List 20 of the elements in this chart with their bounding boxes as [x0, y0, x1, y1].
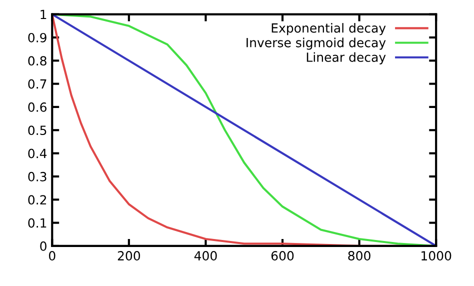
- y-tick-label: 0.6: [28, 102, 46, 112]
- y-tick-label: 0.5: [28, 126, 46, 136]
- x-tick-label: 400: [194, 251, 217, 260]
- legend-label: Exponential decay: [272, 23, 386, 36]
- y-tick-label: 0.4: [28, 148, 47, 158]
- y-tick-label: 0: [40, 241, 46, 251]
- y-tick-label: 1: [40, 10, 46, 20]
- x-tick-label: 200: [118, 251, 140, 260]
- y-tick-label: 0.3: [28, 172, 46, 182]
- x-tick-label: 1000: [422, 251, 452, 260]
- x-tick-label: 600: [271, 251, 294, 260]
- legend-label: Inverse sigmoid decay: [246, 38, 386, 50]
- y-tick-label: 0.8: [28, 56, 46, 66]
- y-tick-label: 0.9: [28, 32, 46, 42]
- legend-label: Linear decay: [306, 52, 386, 64]
- x-tick-label: 800: [348, 251, 370, 260]
- x-tick-label: 0: [48, 251, 56, 260]
- y-tick-label: 0.1: [28, 218, 46, 228]
- y-tick-label: 0.7: [28, 79, 46, 89]
- y-tick-label: 0.2: [28, 195, 46, 205]
